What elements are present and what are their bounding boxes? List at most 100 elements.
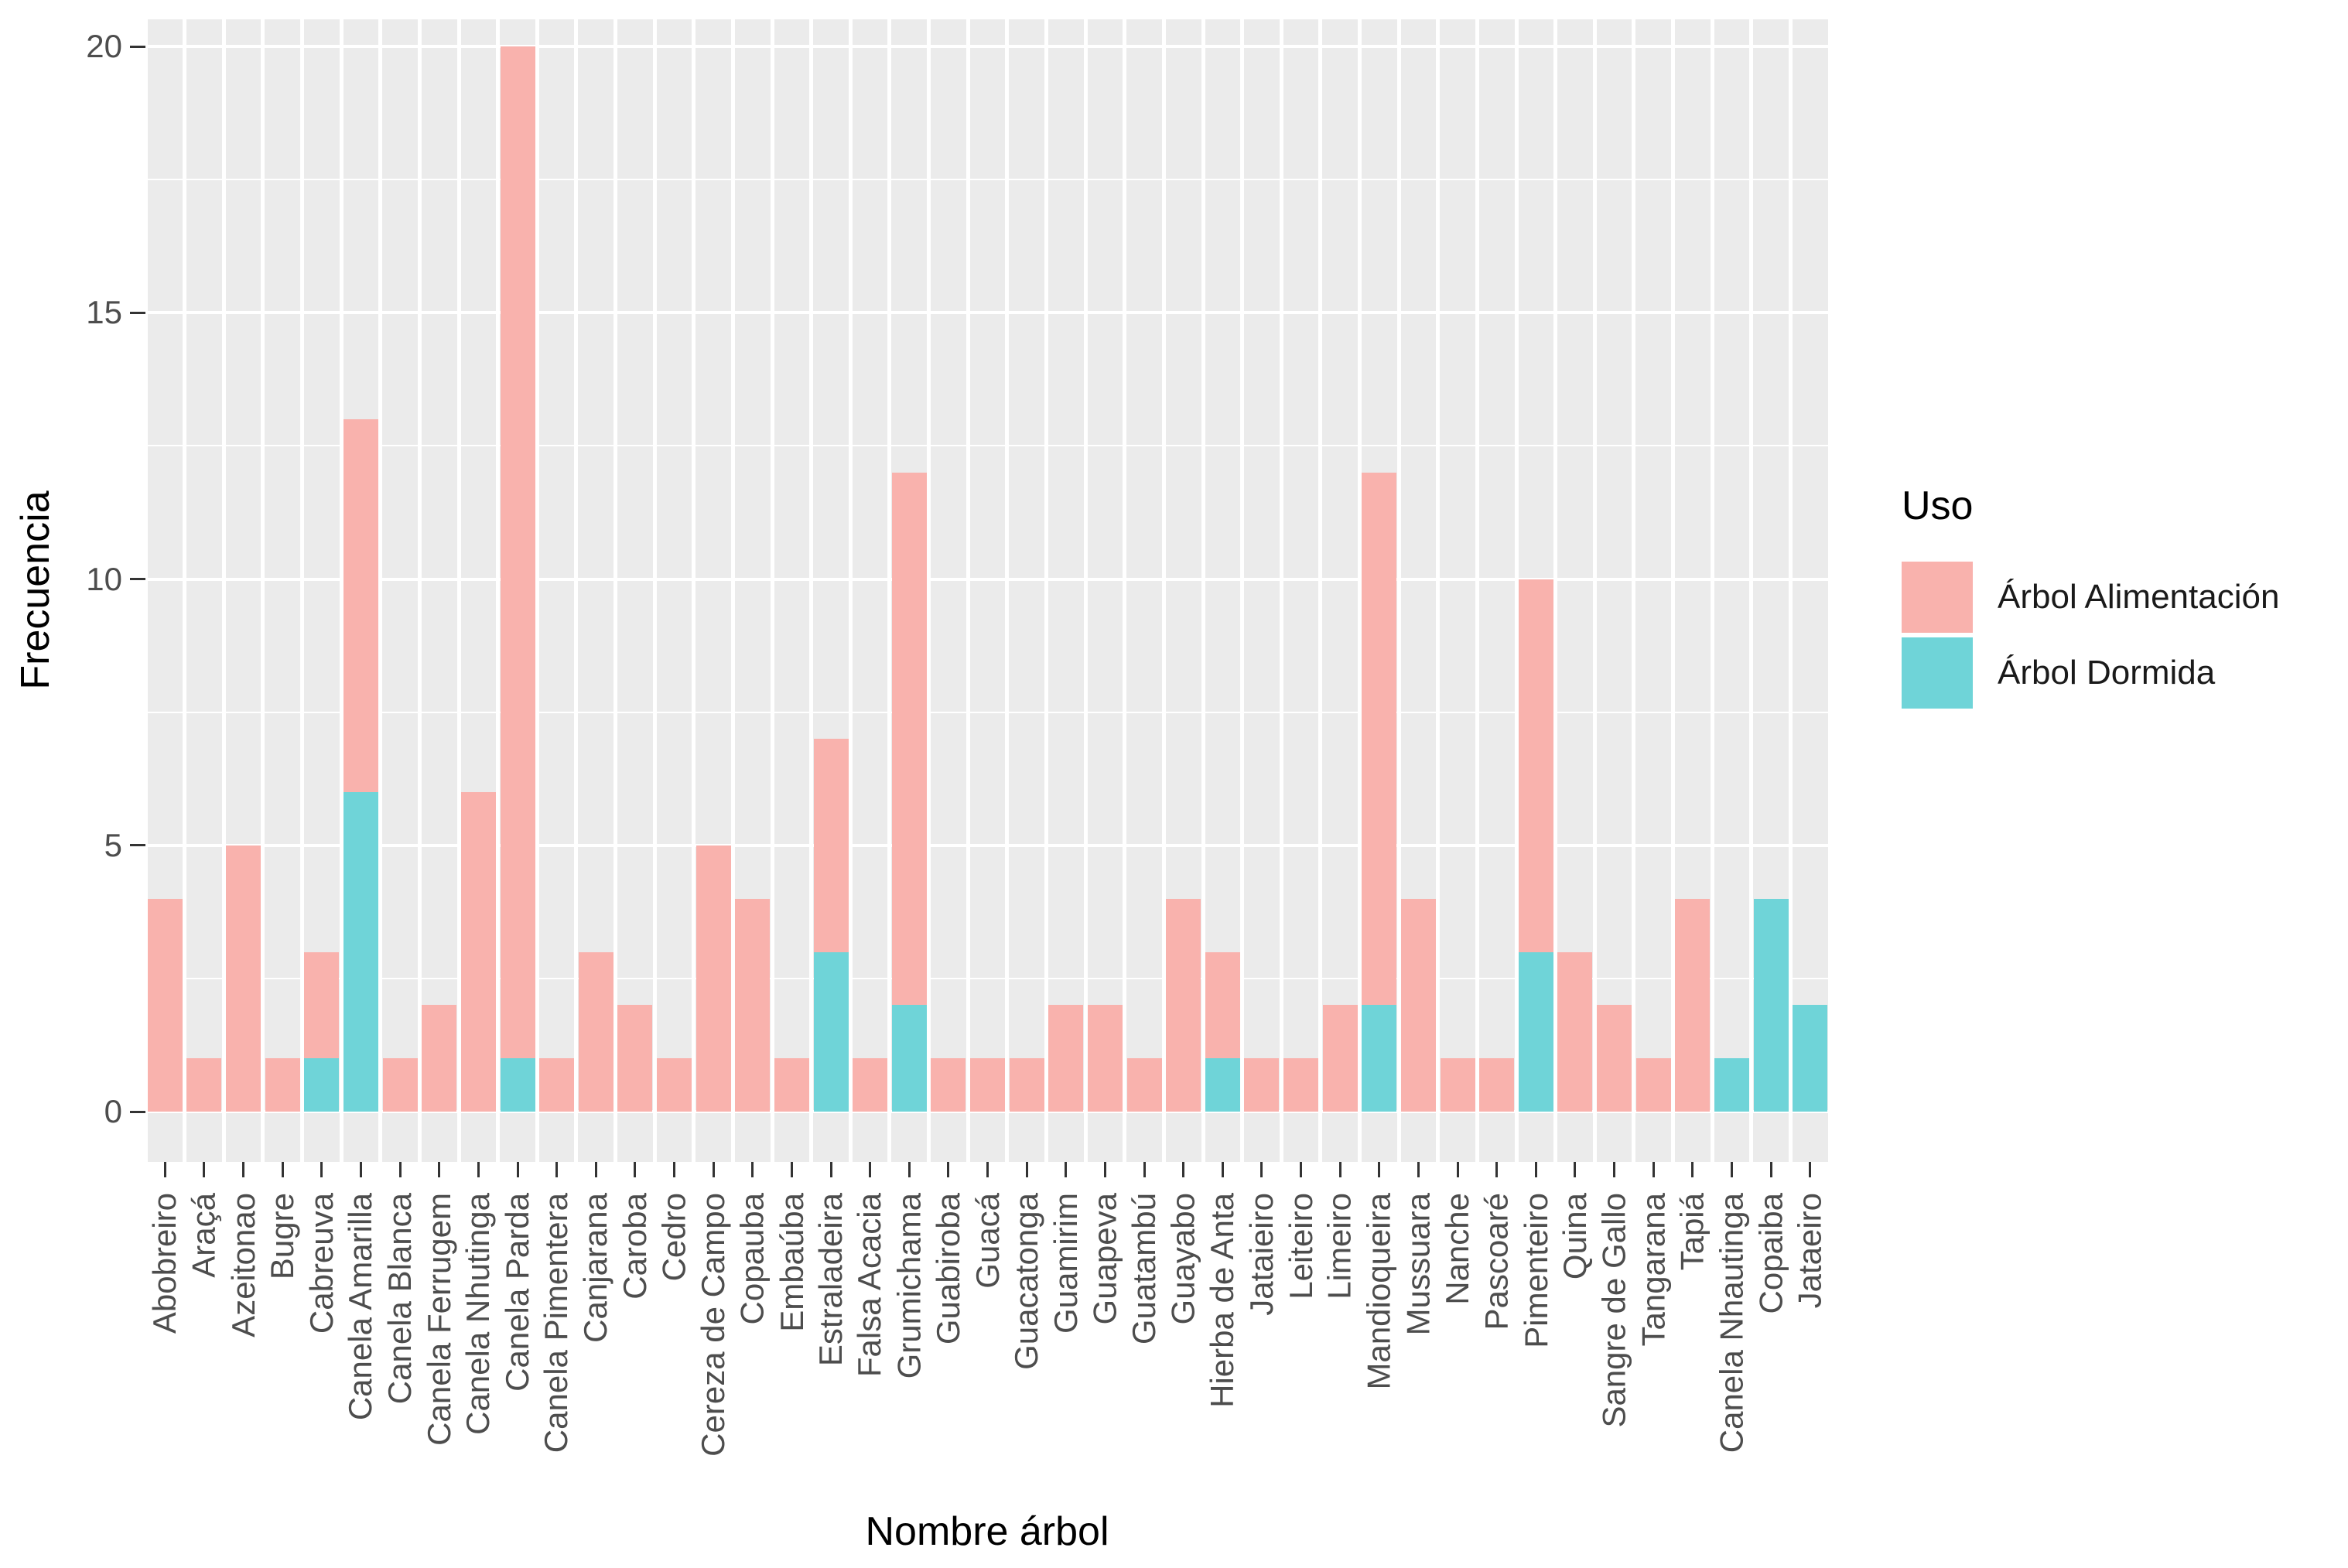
x-tick (281, 1162, 284, 1177)
x-tick-label: Guabiroba (929, 1193, 966, 1345)
x-tick-label: Leiteiro (1282, 1193, 1319, 1300)
bar-segment-alimentacion (1087, 1005, 1123, 1112)
bar-segment-alimentacion (422, 1005, 457, 1112)
x-tick (1300, 1162, 1302, 1177)
gridline-vertical (613, 19, 617, 1162)
bar-stack (1400, 898, 1436, 1112)
bar-segment-dormida (500, 1058, 535, 1112)
bar-stack (1518, 579, 1553, 1112)
y-tick-label: 20 (86, 28, 122, 64)
legend-entry: Árbol Dormida (1902, 637, 2279, 709)
x-tick (555, 1162, 559, 1177)
bar-stack (1597, 1005, 1632, 1112)
x-tick (1182, 1162, 1185, 1177)
legend-entries: Árbol Alimentación Árbol Dormida (1902, 562, 2279, 709)
y-tick-label: 15 (86, 294, 122, 331)
gridline-major (145, 1110, 1830, 1113)
bar-segment-dormida (813, 951, 849, 1112)
gridline-vertical (417, 19, 422, 1162)
y-tick (130, 1110, 145, 1113)
gridline-vertical (1475, 19, 1479, 1162)
gridline-vertical (300, 19, 304, 1162)
x-tick (1809, 1162, 1812, 1177)
x-tick-label: Azeitonao (224, 1193, 261, 1337)
bar-segment-alimentacion (813, 739, 849, 952)
legend: Uso Árbol Alimentación Árbol Dormida (1902, 483, 2279, 713)
bar-segment-alimentacion (1362, 472, 1397, 1006)
x-tick-label: Guacatonga (1008, 1193, 1045, 1370)
x-tick (1769, 1162, 1772, 1177)
bar-segment-alimentacion (1126, 1058, 1162, 1112)
x-tick (320, 1162, 323, 1177)
x-tick-label: Falsa Acacia (851, 1193, 888, 1378)
bar-stack (226, 845, 261, 1112)
bar-stack (265, 1058, 300, 1112)
bar-stack (931, 1058, 966, 1112)
legend-swatch (1902, 637, 1973, 709)
gridline-vertical (848, 19, 853, 1162)
gridline-vertical (1671, 19, 1675, 1162)
bar-segment-alimentacion (226, 845, 261, 1112)
gridline-vertical (1161, 19, 1166, 1162)
bar-stack (1126, 1058, 1162, 1112)
y-tick-label: 5 (104, 826, 122, 863)
x-tick (1652, 1162, 1655, 1177)
bar-segment-alimentacion (1440, 1058, 1475, 1112)
gridline-vertical (652, 19, 657, 1162)
bar-stack (617, 1005, 653, 1112)
legend-swatch (1902, 562, 1973, 633)
x-axis-title: Nombre árbol (865, 1509, 1109, 1554)
legend-label: Árbol Alimentación (1998, 578, 2280, 616)
x-tick (360, 1162, 362, 1177)
x-tick-label: Canela Amarilla (342, 1193, 379, 1421)
x-tick-label: Abobreiro (146, 1193, 183, 1334)
x-tick-label: Mandioqueira (1360, 1193, 1397, 1390)
gridline-vertical (927, 19, 931, 1162)
x-tick (1730, 1162, 1733, 1177)
bar-segment-alimentacion (186, 1058, 222, 1112)
bar-segment-alimentacion (1635, 1058, 1671, 1112)
x-tick-label: Canela Ferrugem (420, 1193, 457, 1446)
bar-segment-alimentacion (1009, 1058, 1044, 1112)
x-tick (986, 1162, 989, 1177)
y-tick-label: 0 (104, 1093, 122, 1129)
bar-segment-dormida (343, 791, 378, 1112)
bar-segment-alimentacion (382, 1058, 418, 1112)
bar-segment-dormida (1518, 951, 1553, 1112)
bar-stack (500, 46, 535, 1112)
x-tick-label: Sangre de Gallo (1595, 1193, 1632, 1428)
bar-segment-alimentacion (147, 898, 183, 1112)
gridline-vertical (1436, 19, 1441, 1162)
x-tick (673, 1162, 675, 1177)
x-tick (1613, 1162, 1615, 1177)
bar-stack (186, 1058, 222, 1112)
plot-panel (143, 19, 1832, 1162)
x-tick-label: Pimenteiro (1517, 1193, 1554, 1348)
bar-stack (1048, 1005, 1084, 1112)
x-tick (438, 1162, 441, 1177)
x-tick-label: Araçá (185, 1193, 222, 1278)
x-tick (594, 1162, 597, 1177)
x-tick (1495, 1162, 1499, 1177)
bar-stack (1793, 1005, 1828, 1112)
x-tick (516, 1162, 519, 1177)
bar-stack (970, 1058, 1005, 1112)
bar-stack (1283, 1058, 1318, 1112)
x-tick-label: Limeiro (1321, 1193, 1359, 1300)
bar-segment-alimentacion (1557, 951, 1593, 1112)
x-tick-label: Canela Nhutinga (460, 1193, 497, 1435)
gridline-major (145, 45, 1830, 48)
bar-segment-alimentacion (1675, 898, 1711, 1112)
x-tick (829, 1162, 832, 1177)
bar-stack (382, 1058, 418, 1112)
bar-segment-dormida (1205, 1058, 1240, 1112)
gridline-major (145, 843, 1830, 847)
x-tick (163, 1162, 166, 1177)
bar-stack (1635, 1058, 1671, 1112)
x-tick (1417, 1162, 1420, 1177)
gridline-vertical (496, 19, 501, 1162)
legend-label: Árbol Dormida (1998, 654, 2216, 692)
gridline-vertical (261, 19, 265, 1162)
gridline-vertical (183, 19, 187, 1162)
x-tick-label: Jataieiro (1242, 1193, 1280, 1316)
